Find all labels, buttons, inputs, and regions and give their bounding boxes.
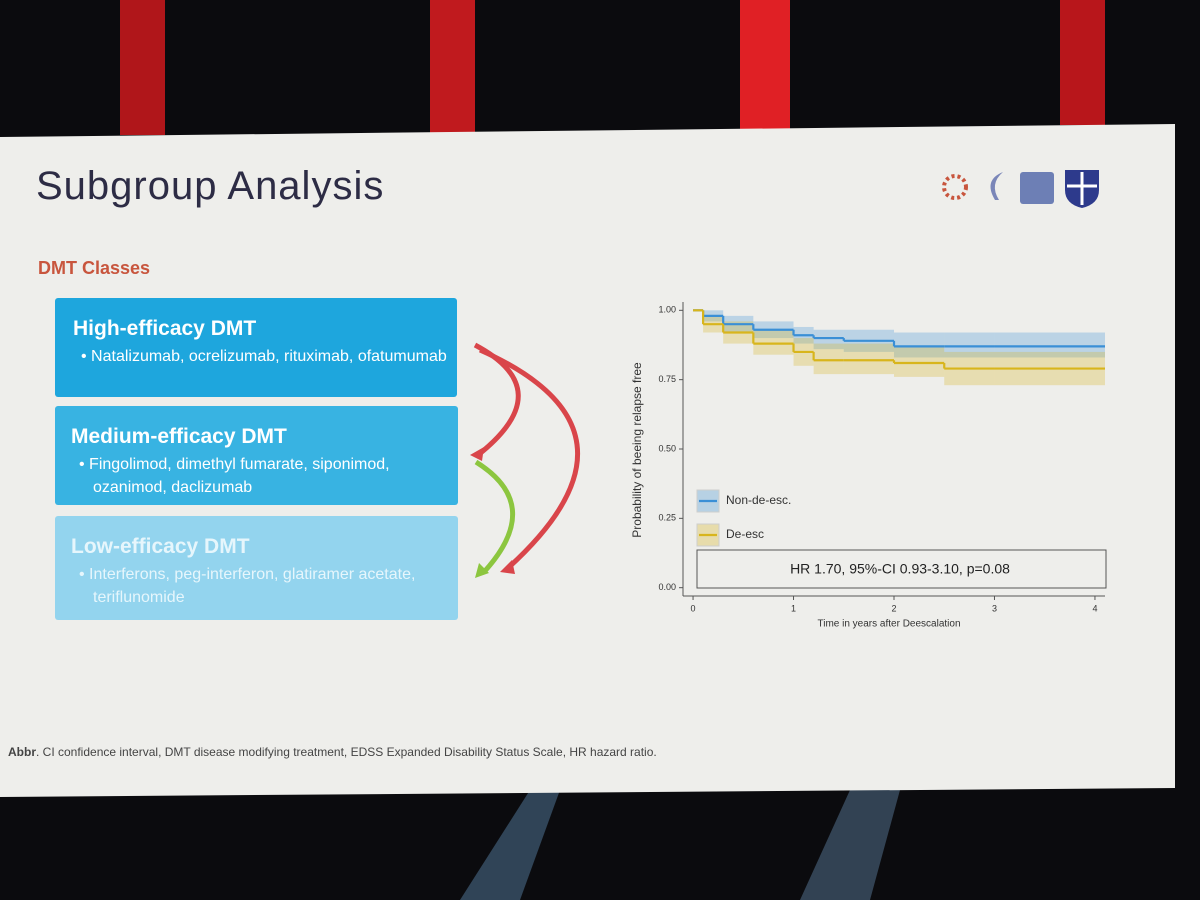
x-axis-label: Time in years after Deescalation bbox=[817, 619, 960, 630]
x-tick-label: 2 bbox=[891, 603, 896, 613]
confidence-band bbox=[753, 329, 794, 355]
stage-light bbox=[740, 0, 790, 130]
annotation: HR 1.70, 95%-CI 0.93-3.10, p=0.08 bbox=[790, 561, 1010, 577]
items: Natalizumab, ocrelizumab, rituximab, ofa… bbox=[91, 348, 447, 365]
slide-title: Subgroup Analysis bbox=[36, 164, 385, 208]
logos bbox=[942, 170, 1099, 208]
footer: Abbr. CI confidence interval, DMT diseas… bbox=[8, 745, 657, 759]
legend-label: De-esc bbox=[726, 527, 764, 541]
y-tick-label: 0.75 bbox=[658, 374, 676, 384]
arrow-head bbox=[470, 447, 484, 461]
stage-light bbox=[430, 0, 475, 135]
logo bbox=[1067, 172, 1097, 205]
footer-label: Abbr bbox=[8, 745, 36, 759]
y-tick-label: 0.00 bbox=[658, 582, 676, 592]
items: Fingolimod, dimethyl fumarate, siponimod… bbox=[89, 456, 390, 496]
arrow bbox=[478, 347, 581, 570]
logo bbox=[1020, 172, 1054, 204]
x-tick-label: 0 bbox=[691, 603, 696, 613]
confidence-band bbox=[813, 329, 844, 350]
slide bbox=[0, 124, 1175, 797]
x-tick-label: 3 bbox=[992, 603, 997, 613]
dmt-box: Low-efficacy DMT • Interferons, peg-inte… bbox=[55, 523, 457, 609]
footer-text: . CI confidence interval, DMT disease mo… bbox=[36, 745, 657, 759]
y-tick-label: 0.50 bbox=[658, 443, 676, 453]
items: Interferons, peg-interferon, glatiramer … bbox=[89, 566, 416, 606]
logo bbox=[990, 172, 1003, 200]
annotation-box bbox=[696, 549, 1107, 589]
confidence-band bbox=[843, 343, 894, 375]
chart: Probability of beeing relapse free Time … bbox=[630, 302, 1107, 630]
logo bbox=[942, 174, 968, 200]
arrow-head bbox=[500, 560, 515, 574]
box-bg bbox=[55, 516, 458, 620]
box-bg bbox=[55, 298, 457, 397]
section-heading: DMT Classes bbox=[38, 258, 151, 278]
box-heading: Low-efficacy DMT bbox=[71, 535, 250, 558]
x-tick-label: 1 bbox=[791, 603, 796, 613]
confidence-band bbox=[944, 332, 995, 358]
light-beam bbox=[800, 790, 900, 900]
confidence-band bbox=[994, 332, 1105, 358]
box-items: • Fingolimod, dimethyl fumarate, siponim… bbox=[79, 456, 390, 496]
light-beam bbox=[460, 790, 560, 900]
confidence-band bbox=[894, 346, 945, 377]
y-tick-label: 1.00 bbox=[658, 305, 676, 315]
arrow bbox=[474, 459, 516, 574]
dmt-box: Medium-efficacy DMT • Fingolimod, dimeth… bbox=[55, 413, 457, 499]
box-items: • Interferons, peg-interferon, glatirame… bbox=[79, 566, 416, 606]
legend-label: Non-de-esc. bbox=[726, 493, 791, 507]
box-heading: Medium-efficacy DMT bbox=[71, 425, 287, 448]
x-tick-label: 4 bbox=[1092, 603, 1097, 613]
stage-light bbox=[1060, 0, 1105, 125]
box-bg bbox=[55, 406, 458, 505]
confidence-band bbox=[813, 343, 844, 375]
confidence-band bbox=[894, 332, 945, 358]
box-items: • Natalizumab, ocrelizumab, rituximab, o… bbox=[81, 348, 447, 365]
box-heading: High-efficacy DMT bbox=[73, 317, 257, 340]
y-tick-label: 0.25 bbox=[658, 513, 676, 523]
stage-light bbox=[120, 0, 165, 135]
arrow-head bbox=[475, 563, 489, 578]
dmt-box: High-efficacy DMT • Natalizumab, ocreliz… bbox=[55, 305, 457, 368]
y-axis-label: Probability of beeing relapse free bbox=[630, 362, 644, 538]
